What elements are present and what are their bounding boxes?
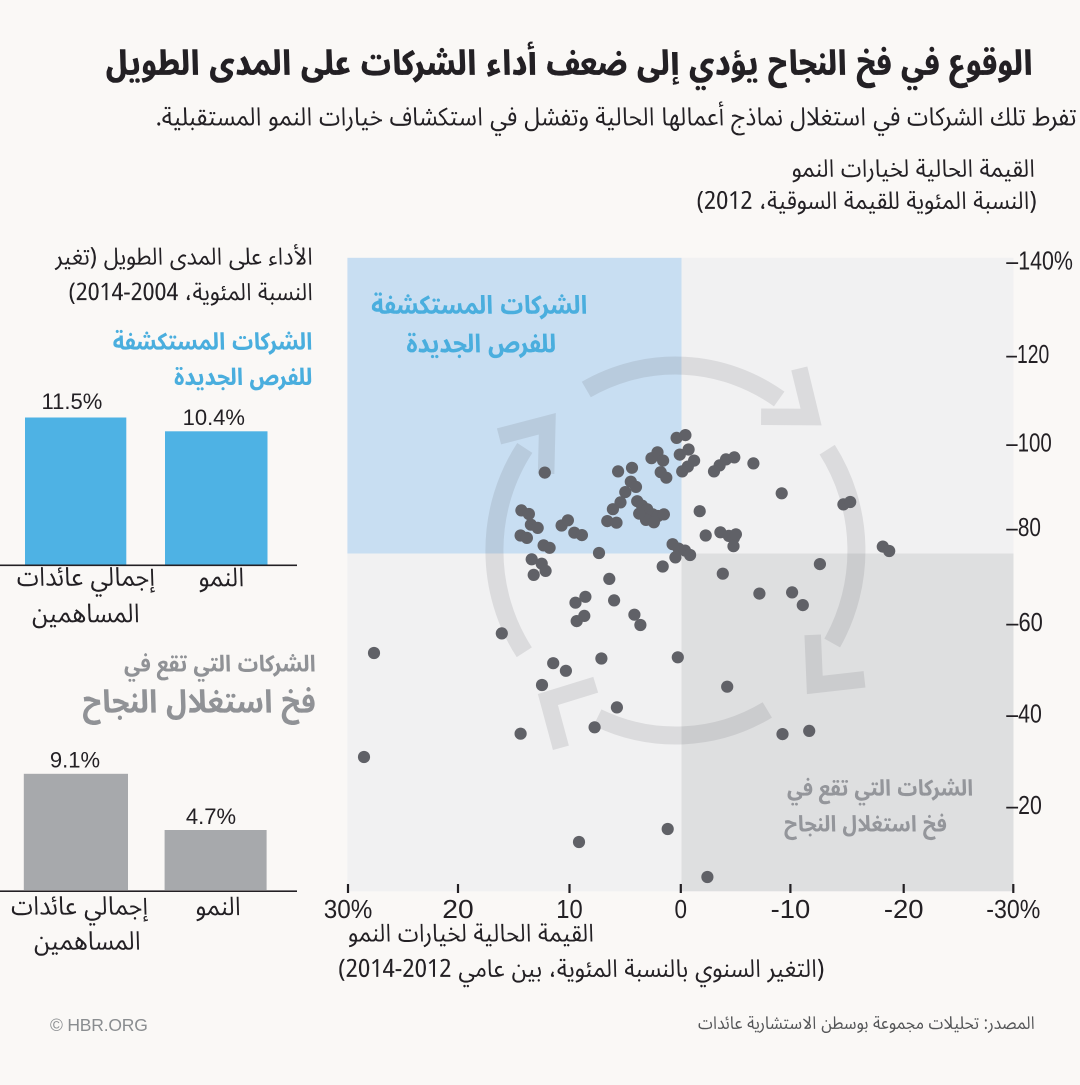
svg-text:–40: –40	[1006, 699, 1042, 729]
svg-text:–80: –80	[1006, 512, 1041, 542]
svg-text:© HBR.ORG: © HBR.ORG	[50, 1015, 148, 1035]
svg-text:4.7%: 4.7%	[186, 804, 236, 829]
svg-text:-20: -20	[884, 894, 924, 924]
svg-text:–60: –60	[1006, 607, 1043, 637]
svg-text:10: 10	[556, 894, 582, 924]
svg-text:-10: -10	[771, 894, 811, 924]
svg-text:0: 0	[675, 894, 688, 924]
svg-text:–100: –100	[1006, 428, 1052, 458]
svg-text:–20: –20	[1006, 790, 1042, 820]
svg-text:–140%: –140%	[1006, 246, 1073, 276]
svg-text:9.1%: 9.1%	[50, 748, 100, 773]
svg-text:11.5%: 11.5%	[42, 389, 103, 414]
svg-text:10.4%: 10.4%	[183, 405, 245, 430]
svg-text:20: 20	[442, 894, 473, 924]
svg-text:30%: 30%	[324, 894, 373, 924]
svg-text:–120: –120	[1006, 339, 1049, 369]
svg-text:-30%: -30%	[986, 894, 1040, 924]
